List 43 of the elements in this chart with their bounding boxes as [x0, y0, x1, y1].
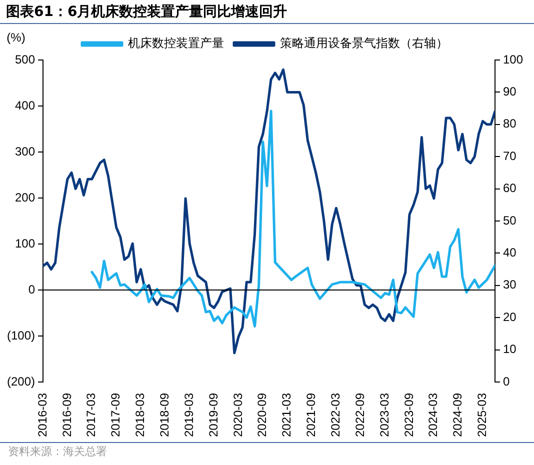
x-tick-label: 2016-09	[60, 392, 74, 438]
x-tick-label: 2016-03	[35, 392, 50, 438]
x-tick-label: 2022-03	[328, 392, 342, 438]
legend-label: 机床数控装置产量	[128, 36, 224, 50]
y2-tick-label: 30	[502, 278, 517, 292]
y2-tick-label: 70	[502, 148, 517, 163]
y2-tick-label: 50	[502, 213, 517, 228]
y2-tick-label: 90	[502, 84, 517, 99]
y2-tick-label: 100	[502, 52, 524, 66]
x-tick-label: 2017-09	[108, 392, 123, 438]
x-tick-label: 2018-09	[157, 392, 172, 438]
x-tick-label: 2025-03	[475, 392, 490, 438]
y-tick-label: 100	[14, 236, 36, 250]
x-tick-label: 2021-09	[304, 392, 318, 438]
chart-title: 图表61：6月机床数控装置产量同比增速回升	[0, 0, 534, 24]
x-tick-label: 2024-03	[426, 392, 440, 438]
legend-label: 策略通用设备景气指数（右轴）	[280, 36, 448, 50]
y-tick-label: 300	[14, 144, 36, 158]
x-tick-label: 2020-09	[255, 392, 270, 438]
x-tick-label: 2017-03	[84, 392, 98, 438]
y-tick-label: 0	[28, 282, 36, 296]
x-tick-label: 2021-03	[280, 392, 294, 438]
x-tick-label: 2020-03	[230, 392, 245, 438]
y2-tick-label: 10	[502, 342, 517, 356]
y-axis-title: (%)	[6, 30, 26, 44]
y2-tick-label: 40	[502, 245, 517, 260]
y2-tick-label: 60	[502, 181, 517, 196]
y2-tick-label: 80	[502, 116, 517, 131]
y2-tick-label: 0	[502, 374, 510, 388]
y-tick-label: 200	[14, 190, 36, 204]
x-tick-label: 2024-09	[450, 392, 465, 438]
x-tick-label: 2019-03	[182, 392, 196, 438]
y-tick-label: 500	[14, 52, 36, 66]
y-tick-label: (100)	[7, 328, 36, 342]
x-tick-label: 2018-03	[133, 392, 148, 438]
x-tick-label: 2023-03	[377, 392, 392, 438]
x-tick-label: 2023-09	[402, 392, 416, 438]
y-tick-label: 400	[14, 98, 36, 112]
y-tick-label: (200)	[7, 374, 36, 388]
x-tick-label: 2019-09	[206, 392, 220, 438]
x-tick-label: 2022-09	[352, 392, 367, 438]
text: 资料来源：海关总署	[0, 442, 534, 461]
y2-tick-label: 20	[502, 310, 517, 324]
